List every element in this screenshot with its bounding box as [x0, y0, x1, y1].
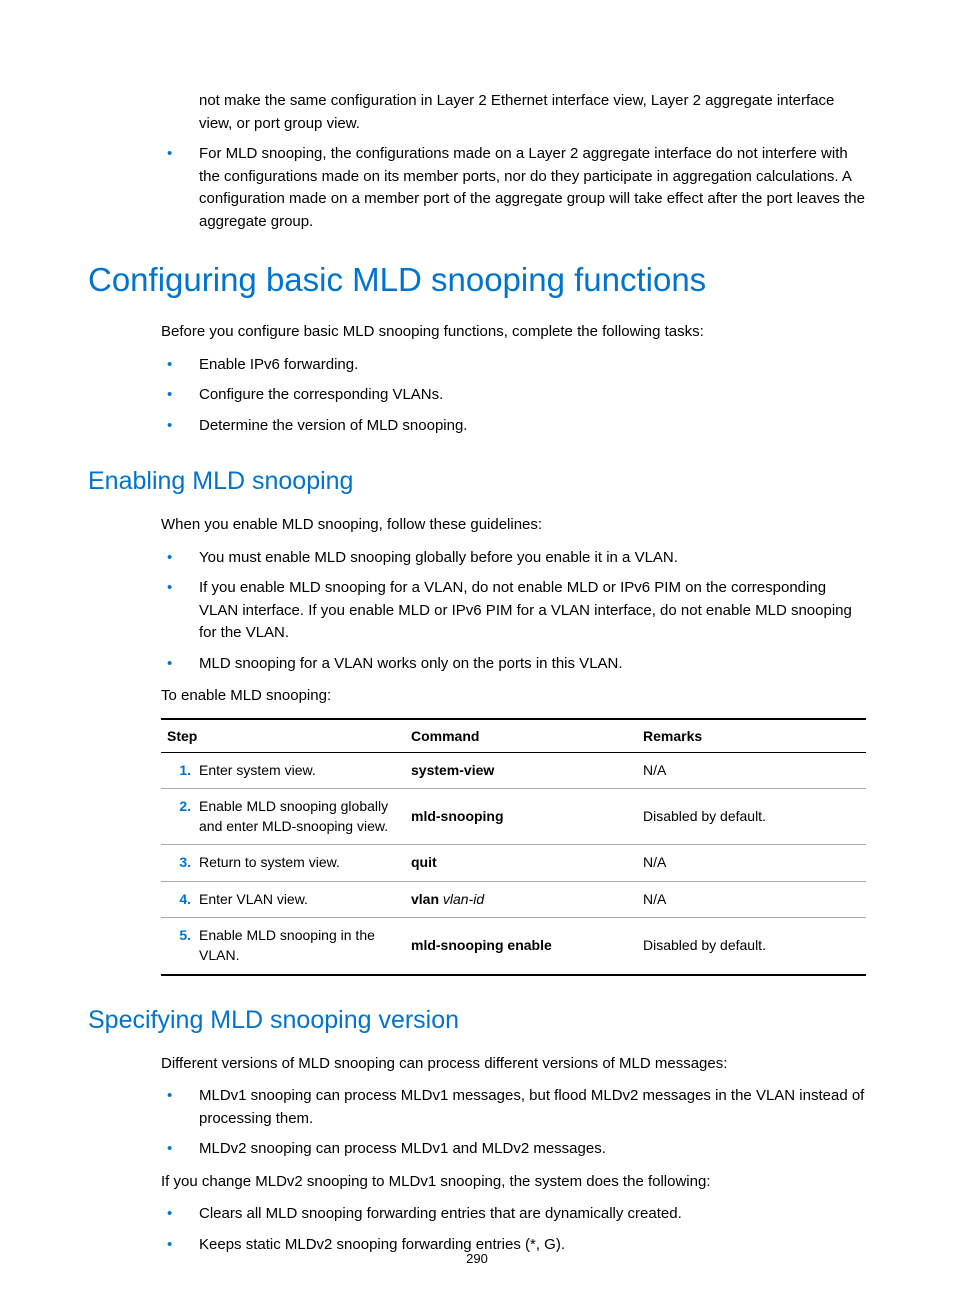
- heading-configuring-basic: Configuring basic MLD snooping functions: [88, 261, 866, 299]
- list-item: If you enable MLD snooping for a VLAN, d…: [161, 577, 866, 645]
- table-row: 5. Enable MLD snooping in the VLAN. mld-…: [161, 918, 866, 975]
- col-step: Step: [161, 719, 405, 753]
- command-cell: mld-snooping: [405, 789, 637, 845]
- version-intro: Different versions of MLD snooping can p…: [161, 1053, 866, 1076]
- remarks-cell: Disabled by default.: [637, 789, 866, 845]
- table-row: 4. Enter VLAN view. vlan vlan-id N/A: [161, 881, 866, 918]
- table-header-row: Step Command Remarks: [161, 719, 866, 753]
- version-lead: If you change MLDv2 snooping to MLDv1 sn…: [161, 1171, 866, 1194]
- version-bullets2: Clears all MLD snooping forwarding entri…: [88, 1203, 866, 1256]
- intro-bullets: Enable IPv6 forwarding. Configure the co…: [88, 354, 866, 438]
- table-row: 2. Enable MLD snooping globally and ente…: [161, 789, 866, 845]
- version-bullets: MLDv1 snooping can process MLDv1 message…: [88, 1085, 866, 1161]
- command-table: Step Command Remarks 1. Enter system vie…: [161, 718, 866, 976]
- guidelines-bullets: You must enable MLD snooping globally be…: [88, 547, 866, 676]
- continuation-line: not make the same configuration in Layer…: [161, 90, 866, 135]
- guidelines-intro: When you enable MLD snooping, follow the…: [161, 514, 866, 537]
- list-item: MLDv1 snooping can process MLDv1 message…: [161, 1085, 866, 1130]
- command-cell: quit: [405, 845, 637, 882]
- remarks-cell: N/A: [637, 752, 866, 789]
- remarks-cell: Disabled by default.: [637, 918, 866, 975]
- remarks-cell: N/A: [637, 845, 866, 882]
- continuation-bullet: For MLD snooping, the configurations mad…: [161, 143, 866, 233]
- command-text: mld-snooping enable: [411, 937, 552, 953]
- list-item: Determine the version of MLD snooping.: [161, 415, 866, 438]
- command-cell: system-view: [405, 752, 637, 789]
- command-cell: vlan vlan-id: [405, 881, 637, 918]
- intro-text: Before you configure basic MLD snooping …: [161, 321, 866, 344]
- list-item: MLD snooping for a VLAN works only on th…: [161, 653, 866, 676]
- page-container: not make the same configuration in Layer…: [0, 0, 954, 1306]
- step-number: 2.: [161, 789, 193, 845]
- remarks-cell: N/A: [637, 881, 866, 918]
- heading-specifying-version: Specifying MLD snooping version: [88, 1006, 866, 1035]
- page-number: 290: [0, 1251, 954, 1266]
- command-cell: mld-snooping enable: [405, 918, 637, 975]
- list-item: You must enable MLD snooping globally be…: [161, 547, 866, 570]
- col-command: Command: [405, 719, 637, 753]
- heading-enabling-mld: Enabling MLD snooping: [88, 467, 866, 496]
- table-row: 1. Enter system view. system-view N/A: [161, 752, 866, 789]
- step-number: 3.: [161, 845, 193, 882]
- step-desc: Enable MLD snooping globally and enter M…: [193, 789, 405, 845]
- list-item: Configure the corresponding VLANs.: [161, 384, 866, 407]
- command-arg: vlan-id: [439, 891, 484, 907]
- command-text: mld-snooping: [411, 808, 504, 824]
- list-item: Clears all MLD snooping forwarding entri…: [161, 1203, 866, 1226]
- step-number: 4.: [161, 881, 193, 918]
- table-row: 3. Return to system view. quit N/A: [161, 845, 866, 882]
- list-item: Enable IPv6 forwarding.: [161, 354, 866, 377]
- step-desc: Enter VLAN view.: [193, 881, 405, 918]
- command-text: vlan: [411, 891, 439, 907]
- continuation-list: not make the same configuration in Layer…: [88, 90, 866, 233]
- step-desc: Return to system view.: [193, 845, 405, 882]
- step-number: 1.: [161, 752, 193, 789]
- list-item: MLDv2 snooping can process MLDv1 and MLD…: [161, 1138, 866, 1161]
- step-desc: Enter system view.: [193, 752, 405, 789]
- col-remarks: Remarks: [637, 719, 866, 753]
- step-desc: Enable MLD snooping in the VLAN.: [193, 918, 405, 975]
- enable-lead: To enable MLD snooping:: [161, 685, 866, 708]
- step-number: 5.: [161, 918, 193, 975]
- command-text: quit: [411, 854, 437, 870]
- command-text: system-view: [411, 762, 494, 778]
